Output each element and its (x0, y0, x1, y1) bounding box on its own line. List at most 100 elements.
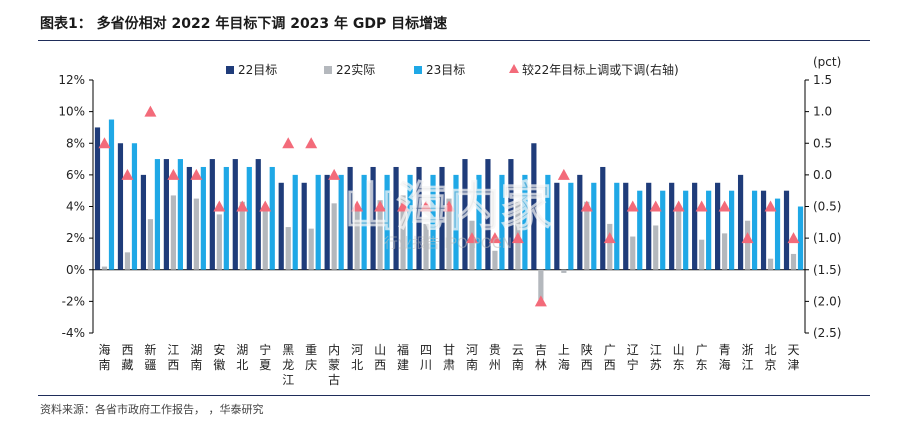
bar-23-target (108, 119, 115, 270)
x-category-label: 肃 (443, 358, 455, 372)
bar-23-target (683, 190, 689, 270)
bar-23-target (384, 174, 390, 270)
y-right-tick-label: (0.5) (813, 200, 841, 214)
bar-22-actual (584, 201, 590, 270)
x-category-label: 津 (788, 358, 800, 372)
bar-23-target (154, 159, 161, 270)
x-category-label: 吉 (535, 343, 547, 357)
marker-change-vs-22 (443, 200, 455, 212)
x-category-label: 江 (742, 358, 754, 372)
marker-change-vs-22 (328, 168, 341, 180)
chart-title: 图表1： 多省份相对 2022 年目标下调 2023 年 GDP 目标增速 (40, 16, 448, 32)
x-category-label: 京 (765, 358, 777, 372)
marker-change-vs-22 (259, 200, 272, 212)
marker-change-vs-22 (121, 168, 134, 180)
x-category-label: 西 (121, 343, 133, 357)
bar-22-target (737, 174, 744, 270)
y-left-tick-label: -2% (62, 294, 85, 308)
x-category-label: 北 (765, 343, 777, 357)
bar-22-actual (239, 201, 245, 270)
marker-change-vs-22 (603, 232, 616, 244)
x-category-label: 苏 (650, 358, 662, 372)
y-left-tick-label: 6% (66, 168, 85, 182)
marker-change-vs-22 (557, 168, 570, 180)
legend-label: 较22年目标上调或下调(右轴) (522, 62, 679, 77)
legend-triangle-swatch (509, 64, 519, 73)
marker-change-vs-22 (787, 232, 800, 244)
x-category-label: 天 (788, 343, 800, 357)
bar-23-target (269, 166, 275, 270)
bar-22-target (163, 159, 169, 270)
bar-23-target (223, 166, 229, 270)
x-category-label: 夏 (259, 358, 271, 372)
bar-23-target (361, 174, 367, 270)
bar-22-actual (630, 236, 636, 270)
bar-22-target (485, 159, 491, 270)
bar-22-target (554, 182, 560, 270)
y-left-tick-label: 10% (58, 105, 85, 119)
bar-22-target (439, 166, 445, 270)
bar-22-target (600, 166, 606, 270)
x-category-label: 龙 (282, 358, 294, 372)
bar-22-actual (767, 258, 774, 270)
x-category-label: 古 (328, 372, 340, 387)
bar-22-target (117, 143, 124, 270)
bar-22-target (278, 182, 284, 270)
bar-23-target (706, 190, 712, 270)
x-category-label: 陕 (581, 342, 593, 357)
marker-change-vs-22 (190, 168, 203, 180)
bar-22-target (255, 159, 261, 270)
y-right-tick-label: (2.5) (813, 326, 841, 340)
marker-change-vs-22 (305, 137, 318, 149)
legend-label: 22实际 (336, 62, 375, 77)
legend-label: 22目标 (238, 63, 277, 77)
y-left-tick-label: -4% (62, 326, 85, 340)
y-right-tick-label: 1.0 (813, 105, 832, 119)
bar-22-target (140, 174, 147, 270)
bar-22-actual (423, 223, 429, 270)
bar-22-target (783, 190, 790, 270)
title-rule (38, 40, 870, 41)
y-left-tick-label: 8% (66, 136, 85, 150)
bar-22-target (760, 190, 767, 270)
marker-change-vs-22 (718, 200, 731, 212)
bar-22-actual (561, 269, 567, 273)
x-category-label: 甘 (443, 343, 455, 357)
bar-22-actual (676, 208, 682, 270)
marker-change-vs-22 (351, 200, 364, 212)
bar-22-actual (377, 200, 383, 270)
bar-23-target (751, 190, 758, 270)
bar-22-target (669, 182, 675, 270)
x-category-label: 蒙 (328, 358, 340, 372)
x-category-label: 南 (466, 357, 478, 372)
y-right-tick-label: 1.5 (813, 73, 832, 87)
bar-22-target (186, 166, 192, 270)
x-category-label: 江 (167, 343, 179, 357)
x-category-label: 南 (98, 357, 110, 372)
bar-22-actual (492, 250, 498, 270)
bar-22-actual (308, 228, 314, 270)
bar-22-target (393, 166, 399, 270)
bar-23-target (453, 174, 459, 270)
bar-22-actual (699, 239, 705, 270)
x-category-label: 建 (397, 358, 409, 372)
y-right-tick-label: (1.5) (813, 263, 841, 277)
x-category-label: 黑 (282, 343, 294, 357)
marker-change-vs-22 (465, 232, 478, 244)
y-right-tick-label: (2.0) (813, 294, 841, 308)
bar-22-actual (147, 219, 154, 270)
bar-23-target (200, 166, 206, 270)
marker-change-vs-22 (98, 137, 111, 149)
bar-22-target (646, 182, 652, 270)
x-category-label: 北 (351, 358, 363, 372)
x-category-label: 藏 (121, 358, 133, 372)
y-right-tick-label: 0.0 (813, 168, 832, 182)
x-category-label: 内 (328, 343, 340, 357)
marker-change-vs-22 (144, 105, 157, 117)
marker-change-vs-22 (236, 200, 249, 212)
x-category-label: 南 (512, 357, 524, 372)
y-left-tick-label: 4% (66, 200, 85, 214)
x-category-label: 重 (305, 343, 317, 357)
bar-22-target (94, 127, 101, 270)
x-category-label: 山 (374, 343, 386, 357)
